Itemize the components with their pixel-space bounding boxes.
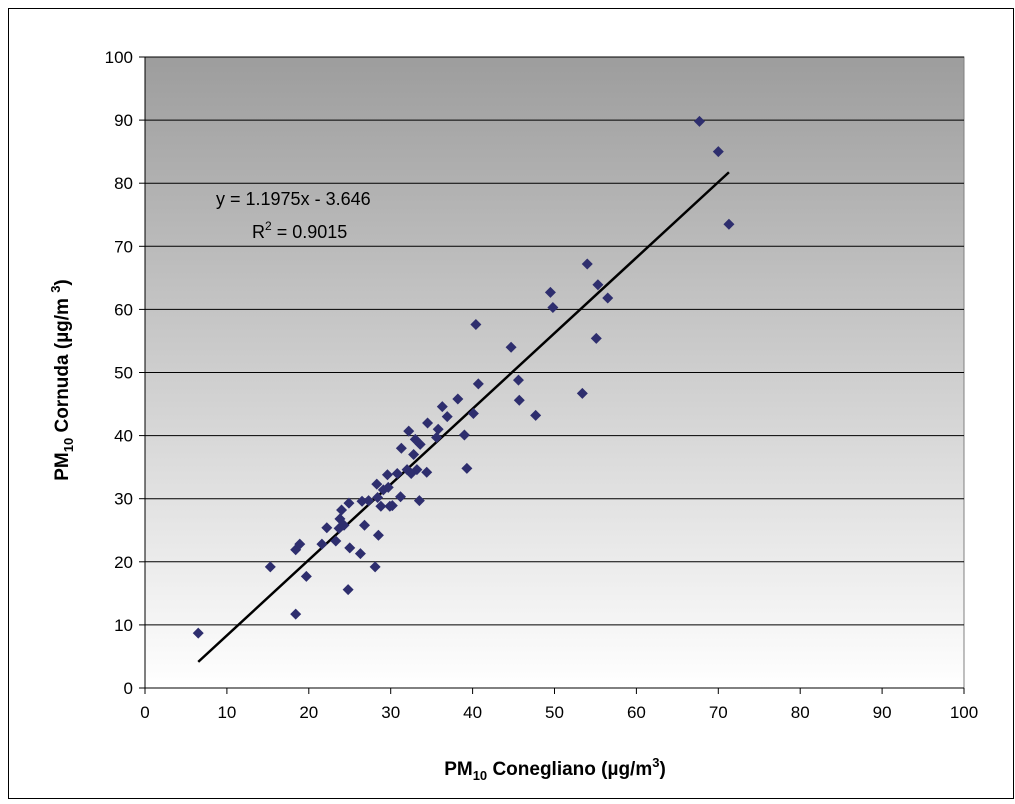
data-point [372,529,384,541]
y-tick-label: 60 [114,300,133,319]
data-point [581,258,593,270]
data-point [391,467,403,479]
x-tick-label: 100 [950,703,978,722]
data-point [330,535,342,547]
trendline [197,171,730,663]
data-point [530,409,542,421]
data-point [321,522,333,534]
x-tick-label: 80 [791,703,810,722]
data-point [472,378,484,390]
trendline-layer [197,171,730,663]
y-tick-label: 50 [114,364,133,383]
data-point [513,394,525,406]
data-point [294,538,306,550]
data-point [712,146,724,158]
data-point [544,286,556,298]
y-tick-label: 90 [114,111,133,130]
y-axis-title: PM10 Cornuda (µg/m 3) [48,279,76,481]
data-point [467,408,479,420]
x-tick-label: 30 [381,703,400,722]
data-point [590,332,602,344]
data-point [422,417,434,429]
x-tick-label: 60 [627,703,646,722]
data-point [505,341,517,353]
data-point [592,279,604,291]
data-point [356,495,368,507]
data-point [512,374,524,386]
data-point [372,491,384,503]
data-point [452,393,464,405]
data-point [342,584,354,596]
data-point [547,302,559,314]
x-axis-title: PM10 Conegliano (µg/m3) [444,755,666,783]
data-point [338,519,350,531]
y-tick-label: 0 [124,679,133,698]
y-tick-label: 40 [114,427,133,446]
data-point [300,570,312,582]
data-point [369,561,381,573]
data-point [316,538,328,550]
y-tick-label: 100 [105,48,133,67]
data-point [576,387,588,399]
data-point [386,500,398,512]
data-point [395,491,407,503]
y-tick-label: 10 [114,616,133,635]
x-tick-label: 20 [299,703,318,722]
data-point [354,548,366,560]
trendline-r-squared: R2 = 0.9015 [252,219,347,242]
data-point [403,425,415,437]
y-tick-label: 70 [114,237,133,256]
gridlines [145,56,964,626]
data-point [363,495,375,507]
x-tick-label: 0 [140,703,149,722]
data-point [602,292,614,304]
data-point [290,608,302,620]
data-point [461,462,473,474]
data-point [343,497,355,509]
x-tick-label: 40 [463,703,482,722]
data-point [441,411,453,423]
data-point [432,423,444,435]
x-tick-label: 70 [709,703,728,722]
data-point [358,519,370,531]
data-point [192,627,204,639]
data-point [723,218,735,230]
data-point [336,504,348,516]
data-point [431,431,443,443]
data-point [421,466,433,478]
data-point [414,438,426,450]
data-point [382,481,394,493]
axes [139,56,965,694]
data-point [264,561,276,573]
y-tick-label: 20 [114,553,133,572]
data-point [408,449,420,461]
data-points [192,115,735,639]
data-point [458,429,470,441]
x-tick-label: 10 [217,703,236,722]
data-point [371,478,383,490]
y-tick-label: 80 [114,174,133,193]
data-point [395,442,407,454]
y-tick-labels: 0 10 20 30 40 50 60 70 80 90 100 [105,48,133,698]
data-point [344,542,356,554]
data-point [413,495,425,507]
x-tick-label: 50 [545,703,564,722]
data-point [693,115,705,127]
data-point [411,464,423,476]
data-point [375,500,387,512]
x-tick-label: 90 [873,703,892,722]
data-point [381,469,393,481]
x-tick-labels: 0 10 20 30 40 50 60 70 80 90 100 [140,703,978,722]
data-point [436,401,448,413]
data-point [470,319,482,331]
trendline-equation: y = 1.1975x - 3.646 [216,189,371,209]
y-tick-label: 30 [114,490,133,509]
